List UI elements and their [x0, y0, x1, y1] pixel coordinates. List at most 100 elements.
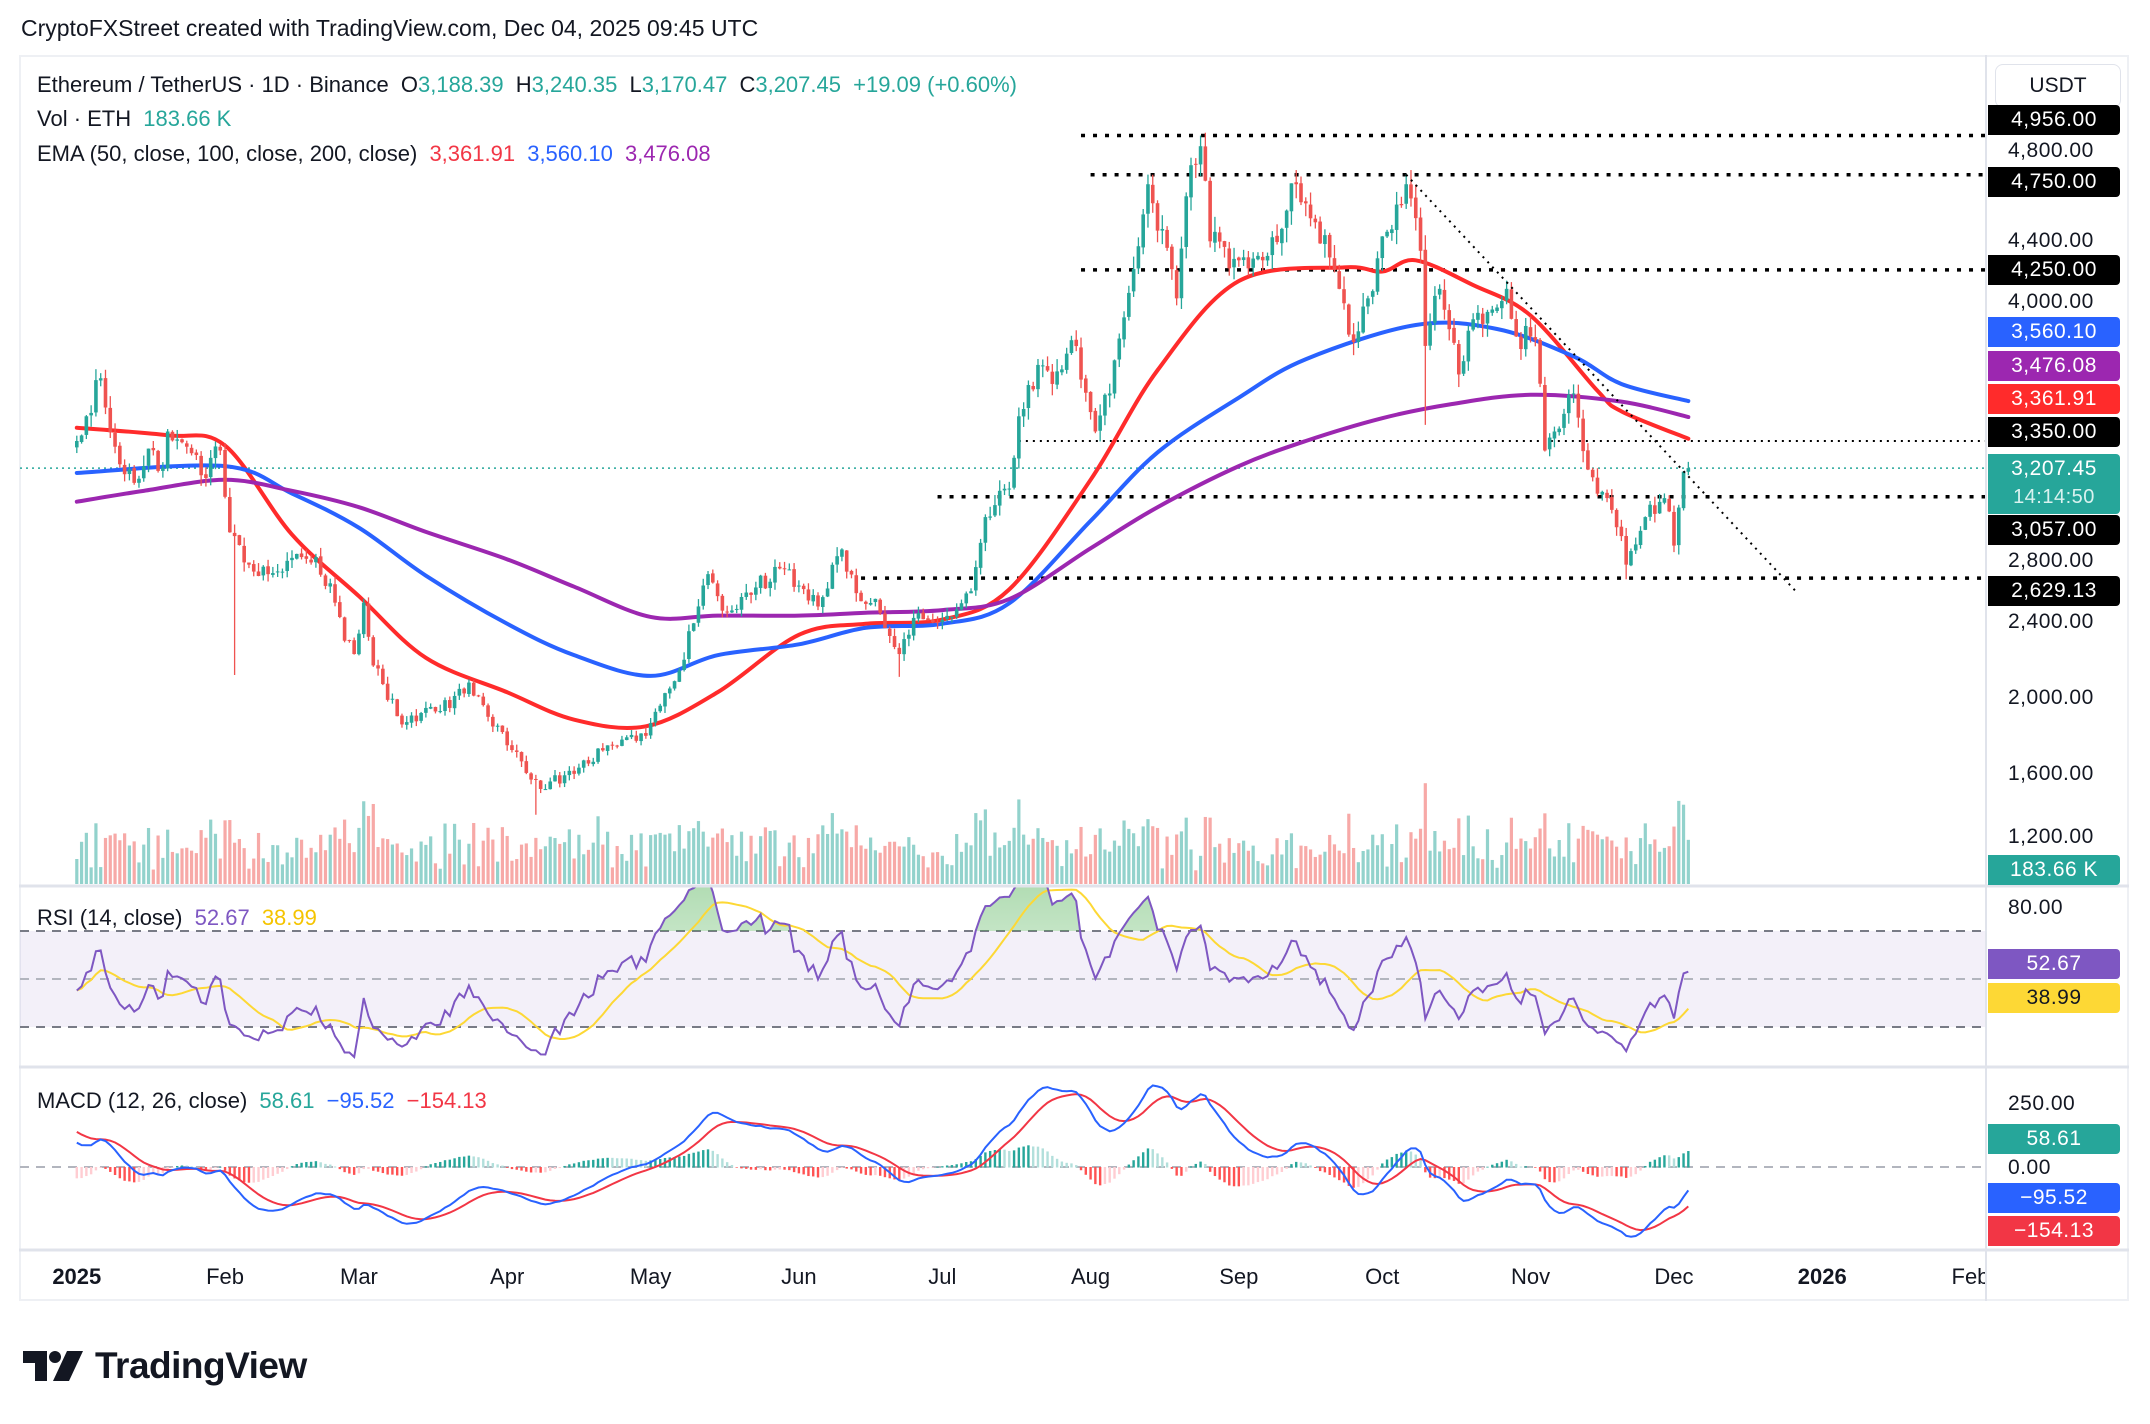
- volume-bar: [319, 834, 323, 884]
- macd-histogram-bar: [549, 1167, 552, 1171]
- candle-body: [428, 706, 433, 709]
- macd-histogram-bar: [242, 1167, 246, 1183]
- candle: [1308, 192, 1313, 227]
- candle: [170, 430, 175, 442]
- time-axis-label: May: [629, 1264, 672, 1289]
- macd-histogram-bar: [195, 1166, 198, 1168]
- volume-bar: [1543, 813, 1547, 884]
- candle: [1098, 404, 1102, 442]
- volume-bar: [969, 845, 973, 884]
- macd-histogram-bar: [214, 1167, 217, 1169]
- candle-body: [1284, 210, 1289, 228]
- candle-body: [1433, 295, 1437, 323]
- candle: [1332, 245, 1337, 273]
- candle-body: [1447, 310, 1452, 330]
- candle: [887, 626, 892, 644]
- candle-body: [151, 447, 156, 451]
- volume-bar: [1361, 851, 1365, 884]
- candle-body: [634, 735, 639, 741]
- candle-body: [1251, 258, 1255, 268]
- candle-body: [1299, 183, 1303, 203]
- volume-bar: [323, 850, 328, 884]
- macd-pane[interactable]: [20, 1084, 1985, 1238]
- candle-body: [859, 592, 863, 602]
- candle: [1404, 174, 1408, 209]
- candle: [1514, 310, 1518, 338]
- volume-bar: [1418, 828, 1423, 884]
- currency-button[interactable]: USDT: [1995, 64, 2121, 108]
- candle-body: [1605, 492, 1609, 499]
- volume-bar: [548, 836, 552, 884]
- rsi-pane[interactable]: [20, 878, 1985, 1060]
- candle-body: [997, 490, 1002, 506]
- volume-bar: [1323, 851, 1327, 884]
- candle-body: [1413, 197, 1418, 219]
- candle: [1476, 305, 1480, 329]
- macd-histogram-bar: [1122, 1167, 1126, 1170]
- candle: [529, 772, 533, 785]
- macd-histogram-bar: [711, 1150, 715, 1168]
- candle: [1294, 170, 1299, 199]
- candle-body: [199, 455, 203, 476]
- macd-histogram-bar: [329, 1164, 332, 1168]
- macd-histogram-bar: [1189, 1166, 1193, 1168]
- candle: [1021, 402, 1026, 427]
- symbol-name[interactable]: Ethereum / TetherUS · 1D · Binance: [37, 72, 389, 97]
- candle: [137, 475, 141, 488]
- rsi-label[interactable]: RSI (14, close): [37, 905, 183, 930]
- macd-histogram-bar: [615, 1158, 619, 1168]
- candle-body: [1423, 249, 1428, 346]
- candle-body: [447, 700, 452, 708]
- candle: [978, 538, 983, 575]
- volume-bar: [763, 827, 768, 884]
- macd-histogram-bar: [343, 1167, 346, 1173]
- candle-body: [338, 602, 342, 618]
- volume-label[interactable]: Vol · ETH: [37, 106, 132, 131]
- volume-bar: [1662, 847, 1667, 884]
- candle: [1246, 250, 1251, 276]
- macd-histogram-bar: [587, 1160, 590, 1168]
- volume-bar: [252, 858, 256, 884]
- candle-body: [1676, 507, 1681, 546]
- macd-histogram-bar: [281, 1167, 284, 1172]
- macd-histogram-bar: [1404, 1150, 1408, 1168]
- tradingview-logo[interactable]: TradingView: [23, 1345, 307, 1386]
- volume-bar: [481, 840, 485, 884]
- candle-body: [1021, 409, 1026, 417]
- candle-body: [1241, 257, 1246, 261]
- volume-bar: [998, 847, 1002, 884]
- volume-bar: [888, 841, 892, 884]
- candle-body: [500, 725, 505, 733]
- candle-body: [103, 378, 108, 408]
- macd-label[interactable]: MACD (12, 26, close): [37, 1088, 248, 1113]
- candle: [433, 706, 438, 714]
- candle-body: [653, 711, 658, 723]
- candle-body: [486, 705, 490, 717]
- macd-histogram-bar: [740, 1167, 743, 1169]
- macd-histogram-bar: [1089, 1167, 1092, 1180]
- macd-histogram-bar: [453, 1158, 456, 1168]
- candle: [902, 632, 906, 661]
- candle: [1237, 256, 1241, 267]
- volume-bar: [1610, 840, 1614, 884]
- volume-bar: [223, 820, 227, 884]
- volume-bar: [988, 855, 992, 884]
- time-axis[interactable]: 2025 Feb Mar Apr May Jun Jul Aug Sep Oct Nov Dec 202…: [19, 1250, 1985, 1300]
- volume-bar: [146, 827, 151, 884]
- candle: [868, 598, 873, 606]
- price-pane[interactable]: [20, 132, 1985, 884]
- macd-histogram-bar: [979, 1155, 982, 1168]
- volume-bar: [921, 856, 925, 884]
- candle: [682, 652, 686, 672]
- macd-histogram-bar: [1457, 1167, 1460, 1184]
- macd-histogram-bar: [659, 1159, 662, 1168]
- candle-body: [892, 636, 897, 647]
- macd-histogram-bar: [1012, 1150, 1016, 1168]
- candle-body: [1442, 289, 1447, 310]
- volume-bar: [1347, 813, 1351, 884]
- candle-body: [299, 553, 304, 558]
- macd-histogram-bar: [1333, 1167, 1336, 1178]
- candle: [782, 561, 787, 576]
- ema-label[interactable]: EMA (50, close, 100, close, 200, close): [37, 141, 418, 166]
